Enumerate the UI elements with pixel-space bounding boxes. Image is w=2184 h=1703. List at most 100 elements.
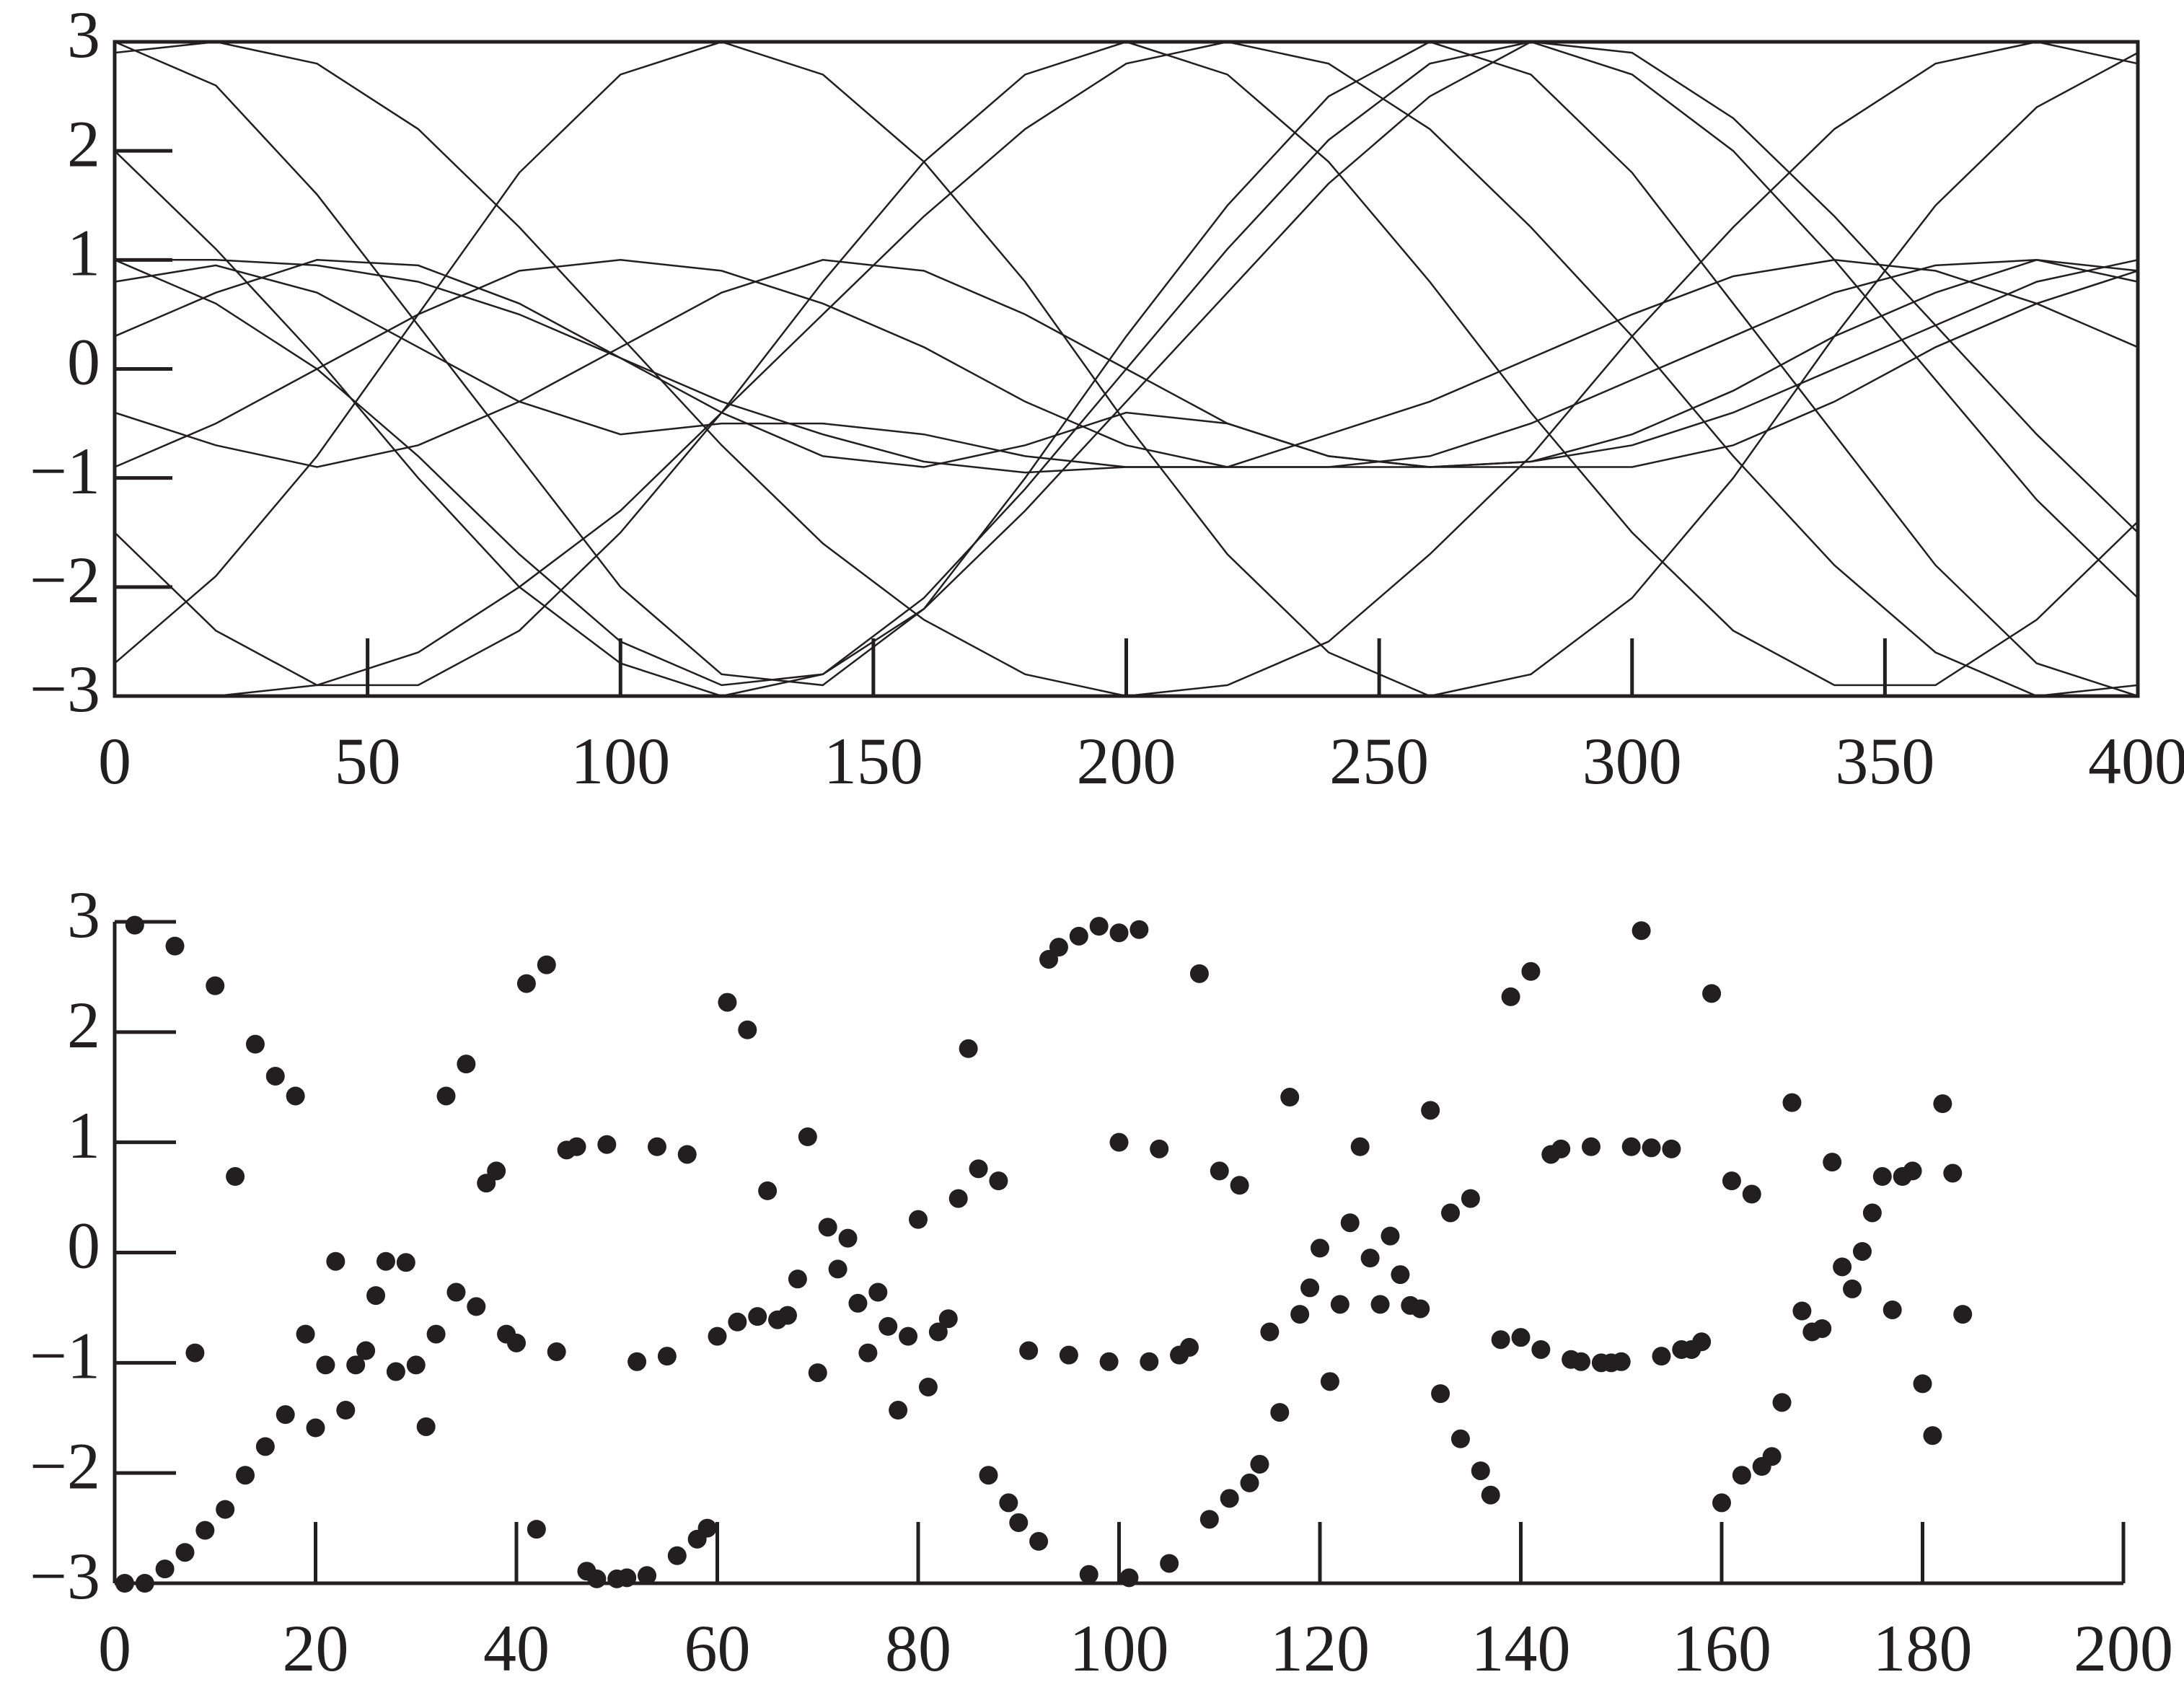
point [376, 1251, 395, 1271]
point [1833, 1257, 1852, 1277]
x-tick-label: 200 [2074, 1611, 2173, 1685]
point [216, 1500, 235, 1519]
point [426, 1324, 446, 1344]
point [1029, 1531, 1049, 1551]
curve [114, 40, 2139, 698]
point [879, 1316, 898, 1336]
y-tick-label: 1 [67, 216, 100, 289]
point [1521, 961, 1541, 981]
point [1662, 1139, 1681, 1158]
x-tick-label: 300 [1582, 724, 1682, 798]
point [1702, 984, 1722, 1003]
point [336, 1401, 356, 1420]
curve [114, 259, 2139, 468]
point [918, 1377, 938, 1396]
point [1572, 1352, 1591, 1371]
point [828, 1259, 847, 1279]
point [1210, 1161, 1229, 1181]
point [667, 1546, 687, 1565]
curve [114, 259, 2139, 468]
point [356, 1341, 376, 1360]
point [1862, 1203, 1882, 1223]
point [1140, 1352, 1159, 1371]
point [638, 1566, 657, 1585]
point [1692, 1332, 1712, 1352]
point [657, 1347, 677, 1366]
point [286, 1086, 305, 1106]
point [818, 1218, 837, 1237]
point [346, 1355, 366, 1375]
point [1632, 921, 1651, 941]
point [1311, 1238, 1329, 1258]
point [928, 1322, 948, 1342]
x-tick-label: 250 [1329, 724, 1429, 798]
curve [114, 259, 2139, 468]
point [1913, 1374, 1932, 1394]
point [245, 1034, 265, 1054]
point [1450, 1429, 1470, 1448]
point [537, 955, 556, 974]
curve [114, 40, 2139, 687]
point [1109, 1132, 1129, 1152]
point [276, 1405, 295, 1425]
point [527, 1520, 546, 1539]
y-tick-label: 0 [67, 1209, 100, 1282]
point [677, 1145, 697, 1164]
point [748, 1307, 767, 1326]
x-tick-label: 20 [283, 1611, 349, 1685]
y-tick-label: −3 [30, 1539, 100, 1613]
point [1009, 1513, 1029, 1532]
point [1260, 1322, 1280, 1342]
point [255, 1437, 275, 1456]
point [1220, 1489, 1239, 1508]
point [1823, 1153, 1842, 1172]
point [185, 1343, 205, 1363]
point [1069, 926, 1088, 946]
point [999, 1493, 1018, 1513]
point [1230, 1176, 1249, 1195]
point [125, 915, 144, 935]
point [708, 1326, 727, 1346]
point [979, 1466, 998, 1485]
point [165, 936, 185, 956]
point [1290, 1305, 1310, 1324]
point [1933, 1094, 1952, 1114]
point [1511, 1328, 1531, 1347]
point [366, 1286, 386, 1306]
point [1923, 1426, 1942, 1445]
point [1411, 1299, 1430, 1319]
curve [114, 40, 2139, 698]
point [838, 1228, 858, 1248]
point [1360, 1249, 1380, 1268]
point [296, 1324, 315, 1344]
point [396, 1253, 415, 1272]
y-tick-label: 2 [67, 988, 100, 1062]
point [1189, 964, 1209, 983]
point [1049, 938, 1068, 957]
point [938, 1309, 958, 1329]
y-tick-label: 3 [67, 0, 100, 71]
point [718, 993, 737, 1012]
point [628, 1352, 647, 1371]
point [1199, 1510, 1219, 1529]
y-tick-label: −3 [30, 652, 100, 726]
point [1250, 1454, 1269, 1474]
point [798, 1127, 817, 1147]
x-tick-label: 150 [824, 724, 923, 798]
point [1330, 1295, 1349, 1314]
x-tick-label: 100 [571, 724, 670, 798]
x-tick-label: 0 [98, 724, 131, 798]
point [1732, 1466, 1751, 1485]
point [1481, 1485, 1500, 1505]
point [1461, 1189, 1480, 1208]
point [1852, 1241, 1872, 1261]
point [697, 1518, 717, 1538]
point [1019, 1341, 1039, 1360]
point [436, 1086, 456, 1106]
point [989, 1171, 1008, 1191]
point [1762, 1447, 1782, 1466]
point [1320, 1372, 1339, 1391]
point [1391, 1265, 1410, 1285]
point [1240, 1473, 1259, 1492]
point [516, 974, 536, 993]
